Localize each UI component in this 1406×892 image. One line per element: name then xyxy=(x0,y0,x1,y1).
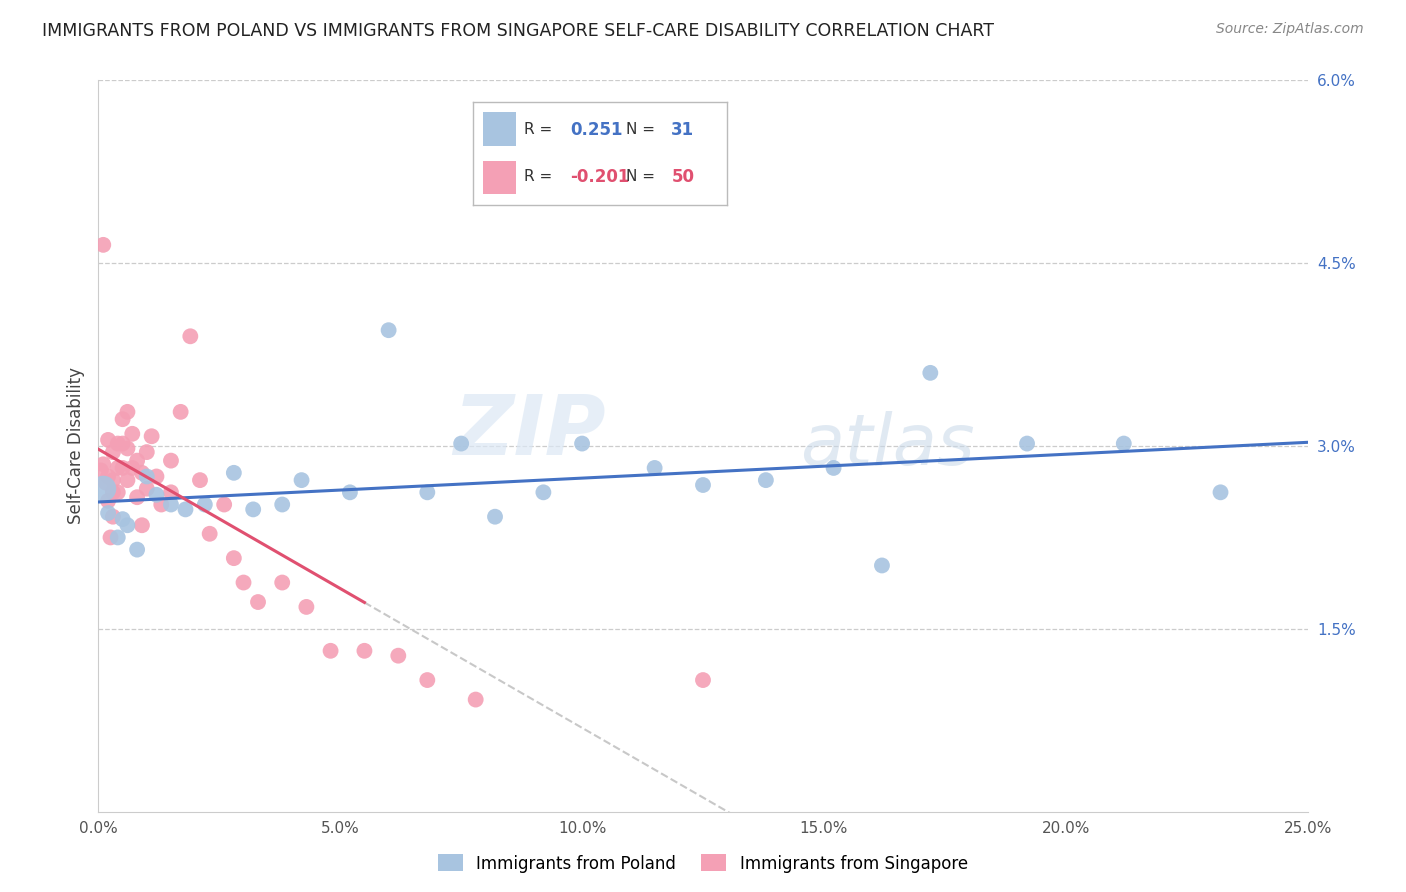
Point xyxy=(416,485,439,500)
Point xyxy=(107,461,129,475)
Point xyxy=(127,453,149,467)
Point xyxy=(91,482,114,496)
Point xyxy=(823,461,845,475)
Point xyxy=(295,599,318,614)
Text: ZIP: ZIP xyxy=(454,391,606,472)
Point xyxy=(755,473,778,487)
Point xyxy=(91,237,114,252)
Point xyxy=(1015,436,1038,450)
Point xyxy=(111,512,134,526)
Point xyxy=(97,469,120,483)
Point xyxy=(111,461,134,475)
Point xyxy=(101,485,124,500)
Point xyxy=(90,463,112,477)
Point xyxy=(169,405,191,419)
Point xyxy=(97,433,120,447)
Point xyxy=(117,473,139,487)
Point xyxy=(353,644,375,658)
Point xyxy=(222,466,245,480)
Point xyxy=(198,526,221,541)
Point xyxy=(271,575,294,590)
Point xyxy=(135,469,157,483)
Point xyxy=(117,405,139,419)
Point xyxy=(107,436,129,450)
Point xyxy=(107,485,129,500)
Point xyxy=(450,436,472,450)
Point xyxy=(141,429,163,443)
Point xyxy=(150,498,173,512)
Point xyxy=(571,436,593,450)
Point xyxy=(484,509,506,524)
Point xyxy=(232,575,254,590)
Point xyxy=(160,498,183,512)
Point xyxy=(121,461,143,475)
Point xyxy=(339,485,361,500)
Point xyxy=(111,436,134,450)
Point xyxy=(101,445,124,459)
Point xyxy=(194,498,217,512)
Point xyxy=(135,445,157,459)
Point xyxy=(97,506,120,520)
Point xyxy=(179,329,201,343)
Point xyxy=(644,461,666,475)
Point xyxy=(531,485,554,500)
Text: atlas: atlas xyxy=(800,411,974,481)
Point xyxy=(107,530,129,544)
Text: Source: ZipAtlas.com: Source: ZipAtlas.com xyxy=(1216,22,1364,37)
Point xyxy=(100,530,122,544)
Point xyxy=(160,485,183,500)
Point xyxy=(290,473,312,487)
Point xyxy=(127,542,149,557)
Point xyxy=(920,366,942,380)
Text: IMMIGRANTS FROM POLAND VS IMMIGRANTS FROM SINGAPORE SELF-CARE DISABILITY CORRELA: IMMIGRANTS FROM POLAND VS IMMIGRANTS FRO… xyxy=(42,22,994,40)
Point xyxy=(222,551,245,566)
Point xyxy=(416,673,439,687)
Point xyxy=(387,648,409,663)
Point xyxy=(127,490,149,504)
Point xyxy=(377,323,399,337)
Point xyxy=(91,457,114,471)
Point xyxy=(121,426,143,441)
Point xyxy=(242,502,264,516)
Point xyxy=(117,442,139,456)
Point xyxy=(131,518,153,533)
Point xyxy=(870,558,893,573)
Point xyxy=(145,488,167,502)
Point xyxy=(1209,485,1232,500)
Point xyxy=(1112,436,1135,450)
Point xyxy=(247,595,270,609)
Point xyxy=(692,478,714,492)
Point xyxy=(101,509,124,524)
Point xyxy=(97,494,120,508)
Legend: Immigrants from Poland, Immigrants from Singapore: Immigrants from Poland, Immigrants from … xyxy=(432,847,974,880)
Point xyxy=(131,466,153,480)
Point xyxy=(94,475,117,490)
Point xyxy=(319,644,342,658)
Point xyxy=(692,673,714,687)
Point xyxy=(135,482,157,496)
Point xyxy=(464,692,486,706)
Point xyxy=(271,498,294,512)
Point xyxy=(188,473,211,487)
Point xyxy=(111,412,134,426)
Point xyxy=(145,469,167,483)
Point xyxy=(212,498,235,512)
Point xyxy=(174,502,197,516)
Point xyxy=(117,518,139,533)
Y-axis label: Self-Care Disability: Self-Care Disability xyxy=(66,368,84,524)
Point xyxy=(160,453,183,467)
Point xyxy=(101,473,124,487)
